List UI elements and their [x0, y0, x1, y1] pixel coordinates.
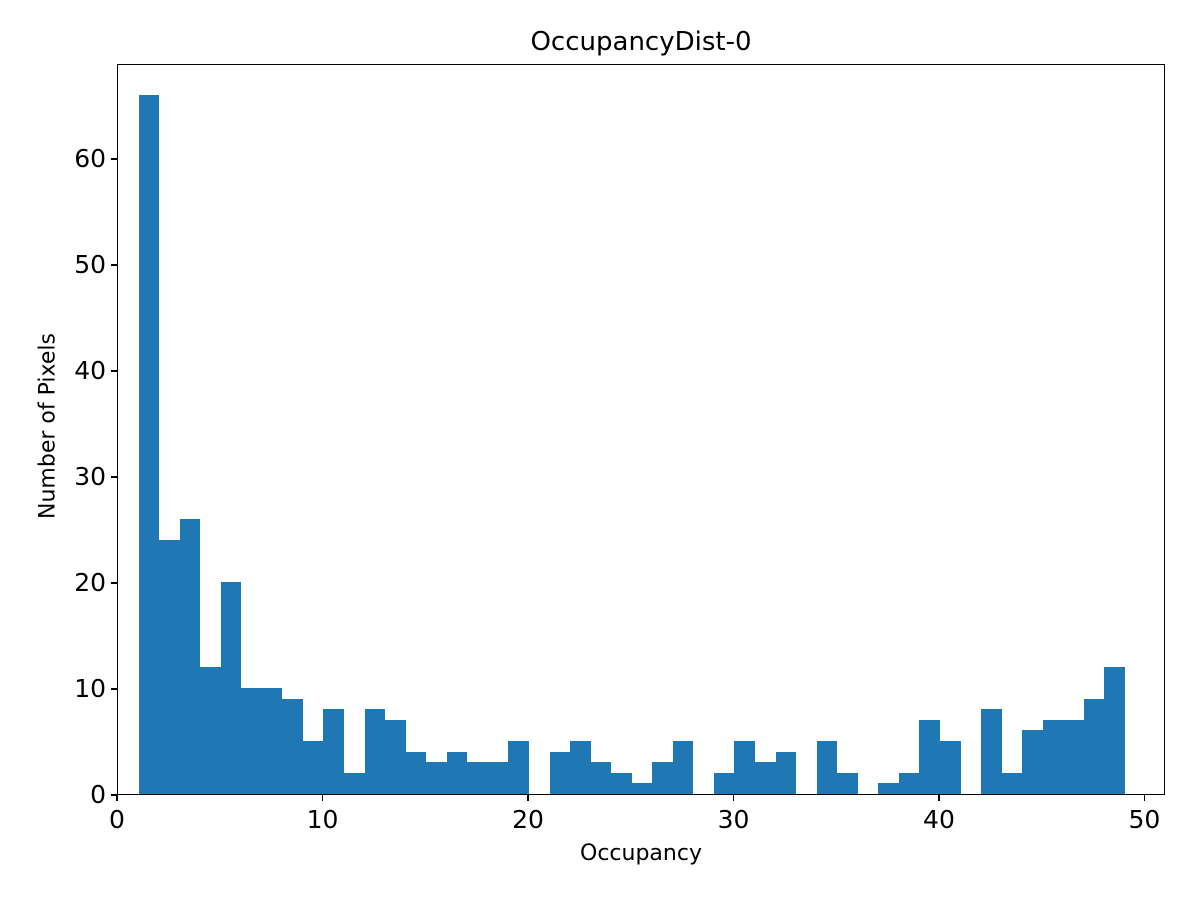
x-tick-label: 40 — [923, 805, 955, 834]
histogram-bar — [1104, 666, 1125, 794]
histogram-bar — [652, 762, 673, 794]
bars-layer — [118, 65, 1164, 794]
page-title: OccupancyDist-0 — [530, 27, 752, 57]
y-tick-mark — [111, 370, 117, 372]
y-axis-label: Number of Pixels — [35, 333, 61, 519]
histogram-bar — [919, 719, 940, 794]
histogram-bar — [837, 772, 858, 794]
histogram-bar — [344, 772, 365, 794]
y-tick-mark — [111, 794, 117, 796]
histogram-bar — [179, 518, 201, 794]
histogram-bar — [385, 719, 406, 794]
y-tick-label: 60 — [74, 144, 106, 174]
histogram-bar — [898, 772, 920, 794]
y-tick-mark — [111, 582, 117, 584]
histogram-bar — [220, 582, 242, 794]
histogram-bar — [159, 539, 180, 794]
histogram-bar — [1001, 772, 1023, 794]
histogram-bar — [1042, 719, 1064, 794]
histogram-bar — [981, 709, 1002, 794]
histogram-bar — [549, 751, 571, 794]
histogram-bar — [487, 762, 509, 794]
histogram-bar — [364, 709, 386, 794]
histogram-bar — [939, 741, 961, 794]
plot-area — [117, 64, 1165, 795]
histogram-bar — [672, 741, 694, 794]
x-tick-label: 50 — [1128, 805, 1161, 834]
y-tick-label: 40 — [74, 356, 106, 386]
y-tick-label: 10 — [74, 674, 106, 704]
y-tick-label: 20 — [74, 568, 106, 598]
y-tick-label: 30 — [74, 462, 106, 492]
histogram-bar — [508, 741, 529, 794]
histogram-bar — [713, 772, 735, 794]
histogram-bar — [1063, 719, 1084, 794]
x-tick-mark — [116, 795, 118, 801]
histogram-bar — [1083, 698, 1105, 794]
y-tick-mark — [111, 264, 117, 266]
histogram-bar — [446, 751, 468, 794]
histogram-bar — [467, 762, 488, 794]
histogram-bar — [755, 762, 776, 794]
histogram-bar — [631, 783, 653, 794]
histogram-bar — [302, 741, 324, 794]
histogram-bar — [1022, 730, 1043, 794]
x-tick-mark — [1143, 795, 1146, 801]
x-tick-label: 20 — [512, 805, 544, 834]
histogram-bar — [611, 772, 632, 794]
x-tick-mark — [321, 795, 324, 801]
histogram-bar — [775, 751, 797, 794]
histogram-bar — [570, 741, 591, 794]
histogram-bar — [734, 741, 756, 794]
histogram-bar — [816, 741, 838, 794]
y-axis-ticks: 0 10 20 30 40 50 60 — [0, 0, 117, 900]
y-tick-label: 50 — [74, 250, 106, 280]
y-tick-label: 0 — [90, 780, 106, 809]
histogram-bar — [878, 783, 899, 794]
histogram-bar — [405, 751, 427, 794]
x-tick-label: 30 — [717, 805, 750, 834]
y-tick-mark — [111, 688, 117, 690]
histogram-bar — [323, 709, 345, 794]
histogram-bar — [590, 762, 612, 794]
x-axis-ticks: 0 10 20 30 40 50 — [0, 795, 1200, 885]
histogram-bar — [261, 688, 283, 794]
histogram-bar — [426, 762, 447, 794]
histogram-bar — [138, 94, 160, 794]
x-tick-label: 0 — [109, 805, 125, 834]
x-tick-mark — [732, 795, 735, 801]
y-tick-mark — [111, 476, 117, 478]
x-tick-mark — [938, 795, 940, 801]
x-axis-label: Occupancy — [580, 841, 702, 866]
x-tick-label: 10 — [306, 805, 339, 834]
histogram-bar — [200, 666, 221, 794]
y-tick-mark — [111, 158, 117, 160]
x-tick-mark — [527, 795, 529, 801]
histogram-bar — [241, 688, 262, 794]
histogram-bar — [282, 698, 303, 794]
